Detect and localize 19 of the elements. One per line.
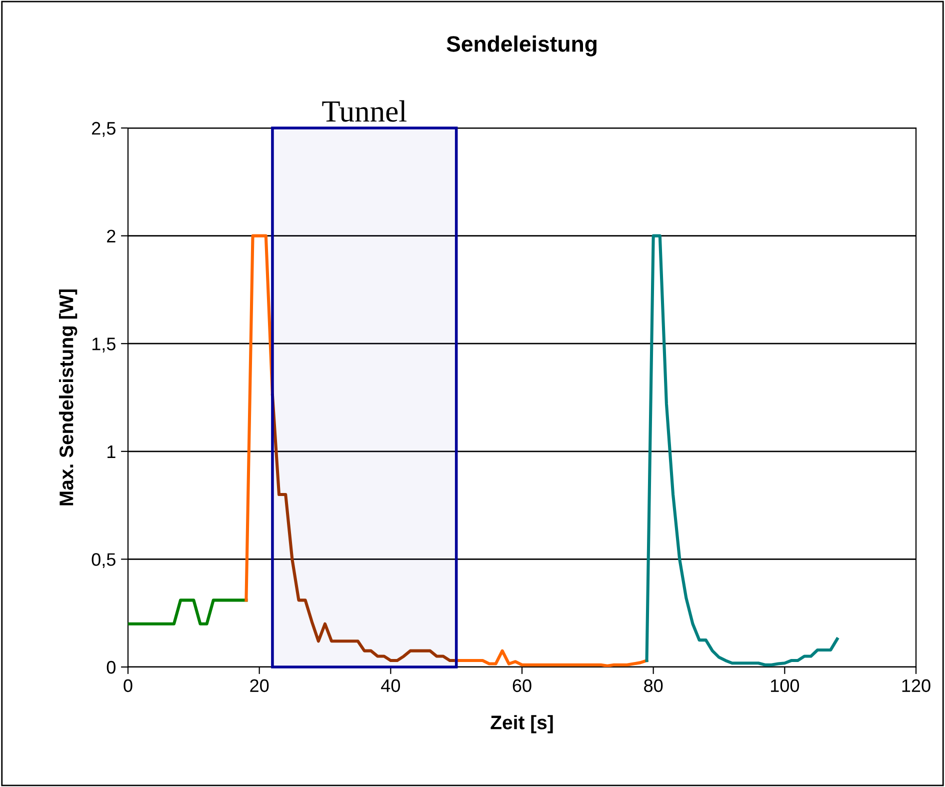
chart-title: Sendeleistung [446, 36, 596, 56]
line-series [645, 234, 839, 666]
band-label: Tunnel [322, 100, 407, 122]
x-tick-label: 120 [902, 679, 930, 692]
x-axis-title: Zeit [s] [490, 715, 553, 734]
x-tick-label: 40 [381, 679, 400, 692]
x-tick-label: 0 [124, 679, 132, 692]
x-tick-label: 20 [250, 679, 269, 692]
y-tick-label: 0 [106, 660, 116, 674]
y-tick-label: 1,5 [92, 338, 116, 352]
line-series [454, 649, 648, 667]
x-tick-label: 80 [644, 679, 663, 692]
x-tick-label: 60 [512, 679, 532, 692]
y-tick-label: 2 [107, 230, 116, 242]
x-tick-label: 100 [770, 679, 800, 692]
y-tick-label: 1 [108, 446, 116, 458]
y-tick-label: 2,5 [92, 122, 116, 137]
y-tick-label: 0,5 [92, 553, 116, 568]
y-axis-title: Max. Sendeleistung [W] [58, 289, 78, 506]
